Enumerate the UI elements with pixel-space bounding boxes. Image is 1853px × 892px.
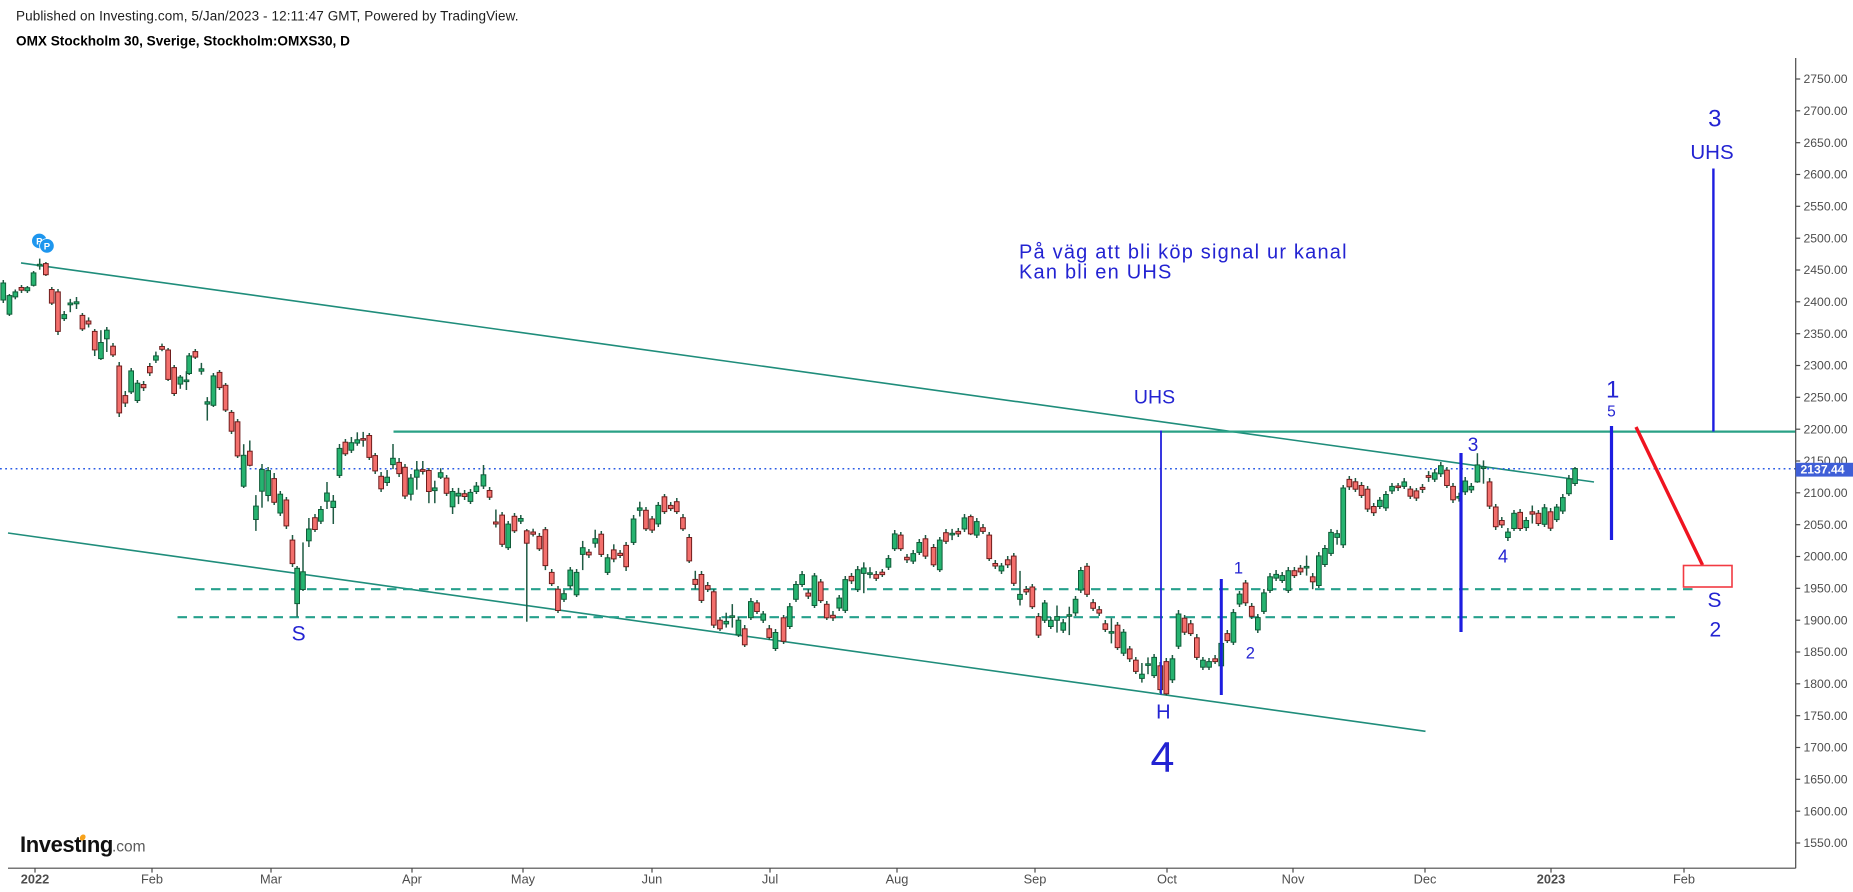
svg-text:Nov: Nov [1282,872,1305,887]
svg-text:Jun: Jun [642,872,663,887]
svg-text:Feb: Feb [141,872,163,887]
svg-text:UHS: UHS [1690,141,1733,164]
svg-text:1800.00: 1800.00 [1804,677,1848,691]
svg-text:1700.00: 1700.00 [1804,741,1848,755]
svg-text:2137.44: 2137.44 [1801,463,1845,477]
svg-text:Kan bli en UHS: Kan bli en UHS [1019,262,1173,284]
svg-text:2350.00: 2350.00 [1804,327,1848,341]
svg-text:2: 2 [1246,645,1255,663]
svg-text:Investıng: Investıng [20,832,113,857]
svg-text:Sep: Sep [1024,872,1047,887]
svg-text:2600.00: 2600.00 [1804,168,1848,182]
svg-text:1750.00: 1750.00 [1804,709,1848,723]
svg-text:Feb: Feb [1673,872,1695,887]
svg-text:2: 2 [1709,619,1721,642]
svg-text:2700.00: 2700.00 [1804,104,1848,118]
svg-text:Apr: Apr [402,872,423,887]
svg-text:S: S [1707,589,1721,612]
svg-text:P: P [36,236,43,247]
svg-text:Aug: Aug [886,872,909,887]
svg-text:2650.00: 2650.00 [1804,136,1848,150]
svg-text:1650.00: 1650.00 [1804,773,1848,787]
svg-text:3: 3 [1708,106,1721,133]
svg-text:2300.00: 2300.00 [1804,359,1848,373]
svg-text:1900.00: 1900.00 [1804,613,1848,627]
svg-text:5: 5 [1607,404,1616,421]
svg-text:H: H [1156,701,1170,723]
svg-text:2750.00: 2750.00 [1804,72,1848,86]
svg-text:2500.00: 2500.00 [1804,231,1848,245]
svg-text:3: 3 [1468,435,1479,456]
svg-text:På väg att bli köp signal ur k: På väg att bli köp signal ur kanal [1019,242,1348,264]
svg-text:2000.00: 2000.00 [1804,550,1848,564]
svg-text:2400.00: 2400.00 [1804,295,1848,309]
svg-text:P: P [44,242,51,253]
svg-text:S: S [292,623,306,646]
svg-text:OMX Stockholm 30, Sverige, Sto: OMX Stockholm 30, Sverige, Stockholm:OMX… [16,34,350,49]
svg-text:1: 1 [1606,377,1619,404]
svg-text:4: 4 [1150,734,1174,782]
svg-text:Published on Investing.com, 5/: Published on Investing.com, 5/Jan/2023 -… [16,9,519,24]
svg-text:2450.00: 2450.00 [1804,263,1848,277]
svg-text:2200.00: 2200.00 [1804,422,1848,436]
svg-text:4: 4 [1498,546,1508,566]
svg-text:2550.00: 2550.00 [1804,200,1848,214]
svg-text:2023: 2023 [1537,872,1565,887]
svg-text:Dec: Dec [1414,872,1437,887]
svg-text:2250.00: 2250.00 [1804,391,1848,405]
svg-text:1600.00: 1600.00 [1804,804,1848,818]
svg-text:2050.00: 2050.00 [1804,518,1848,532]
svg-text:1550.00: 1550.00 [1804,836,1848,850]
svg-text:Oct: Oct [1157,872,1177,887]
svg-text:2100.00: 2100.00 [1804,486,1848,500]
svg-text:1950.00: 1950.00 [1804,582,1848,596]
svg-text:1850.00: 1850.00 [1804,645,1848,659]
svg-text:Mar: Mar [260,872,283,887]
svg-text:1: 1 [1234,559,1243,577]
svg-text:Jul: Jul [762,872,778,887]
svg-text:.com: .com [112,839,146,856]
svg-text:2022: 2022 [21,872,49,887]
svg-text:UHS: UHS [1134,387,1175,409]
svg-text:May: May [511,872,536,887]
